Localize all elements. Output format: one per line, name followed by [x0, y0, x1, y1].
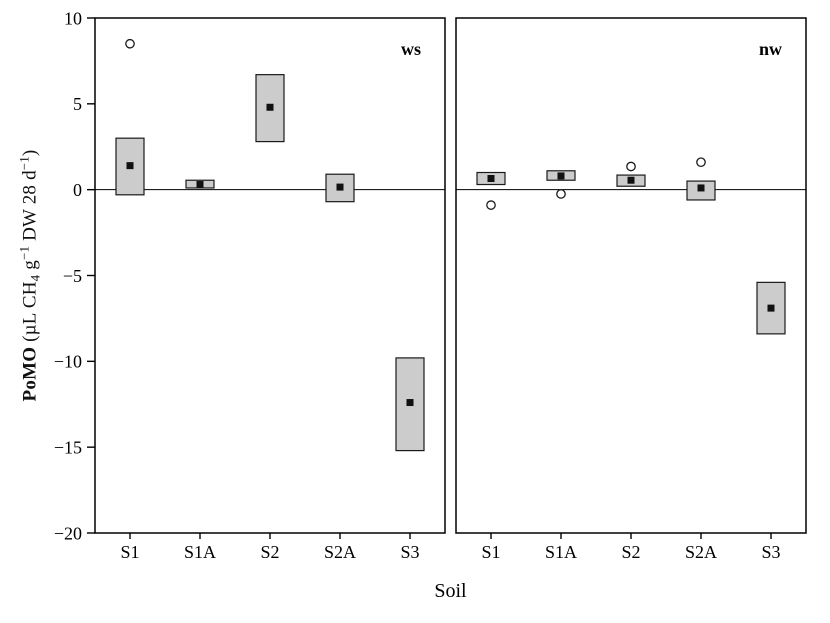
- box-range: [255, 74, 285, 143]
- category-label: S2: [260, 542, 279, 562]
- mean-marker: [557, 172, 565, 180]
- panel-border: [94, 17, 446, 534]
- mean-marker: [487, 175, 495, 183]
- panel-label: nw: [759, 39, 782, 59]
- y-tick-label: −5: [63, 266, 82, 286]
- category-label: S2: [621, 542, 640, 562]
- category-label: S2A: [324, 542, 356, 562]
- y-tick-label: 5: [73, 94, 82, 114]
- y-tick-label: 10: [64, 8, 82, 28]
- mean-marker: [336, 183, 344, 191]
- category-label: S3: [761, 542, 780, 562]
- outlier-point: [626, 161, 636, 172]
- mean-marker: [767, 304, 775, 312]
- panel-border: [455, 17, 807, 534]
- category-label: S1: [120, 542, 139, 562]
- mean-marker: [126, 162, 134, 170]
- outlier-point: [486, 200, 496, 210]
- category-label: S1: [481, 542, 500, 562]
- box-range: [115, 137, 145, 196]
- y-tick-label: 0: [73, 180, 82, 200]
- mean-marker: [406, 399, 414, 407]
- category-label: S1A: [545, 542, 577, 562]
- y-tick-label: −15: [54, 437, 82, 457]
- category-label: S2A: [685, 542, 717, 562]
- x-axis-title: Soil: [434, 580, 467, 602]
- mean-marker: [196, 181, 204, 189]
- panel-label: ws: [401, 39, 421, 59]
- y-tick-label: −10: [54, 352, 82, 372]
- mean-marker: [697, 184, 705, 192]
- category-label: S1A: [184, 542, 216, 562]
- category-label: S3: [400, 542, 419, 562]
- outlier-point: [696, 157, 706, 168]
- y-tick-label: −20: [54, 523, 82, 543]
- mean-marker: [266, 103, 274, 111]
- mean-marker: [627, 176, 635, 184]
- outlier-point: [556, 189, 566, 199]
- outlier-point: [125, 38, 135, 49]
